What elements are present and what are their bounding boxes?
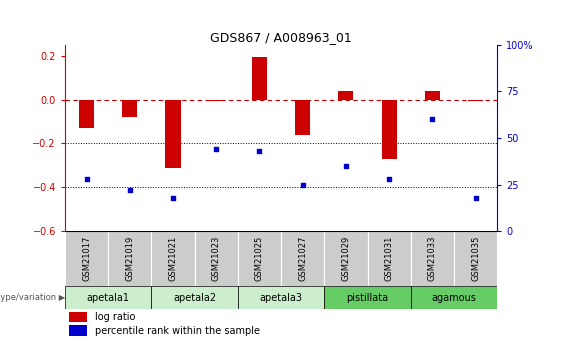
Bar <box>65 286 151 309</box>
Text: GSM21031: GSM21031 <box>385 236 394 281</box>
Bar <box>65 231 108 286</box>
Point <box>471 195 480 200</box>
Text: GSM21023: GSM21023 <box>212 236 221 281</box>
Bar <box>194 231 238 286</box>
Text: GSM21027: GSM21027 <box>298 236 307 281</box>
Bar <box>425 91 440 100</box>
Text: apetala2: apetala2 <box>173 293 216 303</box>
Text: percentile rank within the sample: percentile rank within the sample <box>95 326 260 336</box>
Bar <box>69 312 86 322</box>
Point <box>82 176 91 182</box>
Bar <box>324 286 411 309</box>
Point <box>125 187 134 193</box>
Bar <box>367 231 411 286</box>
Bar <box>208 100 224 101</box>
Point <box>428 117 437 122</box>
Bar <box>411 286 497 309</box>
Bar <box>166 100 181 168</box>
Bar <box>69 325 86 336</box>
Text: pistillata: pistillata <box>346 293 389 303</box>
Point <box>298 182 307 187</box>
Bar <box>411 231 454 286</box>
Title: GDS867 / A008963_01: GDS867 / A008963_01 <box>210 31 352 44</box>
Text: GSM21035: GSM21035 <box>471 236 480 281</box>
Bar <box>151 286 238 309</box>
Bar <box>468 100 483 101</box>
Point <box>341 163 350 169</box>
Text: apetala1: apetala1 <box>86 293 130 303</box>
Text: genotype/variation ▶: genotype/variation ▶ <box>0 293 65 302</box>
Bar <box>238 286 324 309</box>
Bar <box>381 100 397 159</box>
Bar <box>79 100 94 128</box>
Text: agamous: agamous <box>432 293 476 303</box>
Text: apetala3: apetala3 <box>259 293 303 303</box>
Text: GSM21029: GSM21029 <box>341 236 350 281</box>
Bar <box>151 231 194 286</box>
Bar <box>252 57 267 100</box>
Bar <box>295 100 310 135</box>
Point <box>385 176 394 182</box>
Bar <box>238 231 281 286</box>
Bar <box>338 91 354 100</box>
Text: log ratio: log ratio <box>95 312 136 322</box>
Bar <box>324 231 368 286</box>
Text: GSM21033: GSM21033 <box>428 236 437 281</box>
Bar <box>281 231 324 286</box>
Point <box>212 146 221 152</box>
Text: GSM21019: GSM21019 <box>125 236 134 281</box>
Text: GSM21017: GSM21017 <box>82 236 91 281</box>
Point <box>168 195 177 200</box>
Bar <box>454 231 497 286</box>
Bar <box>122 100 137 117</box>
Text: GSM21021: GSM21021 <box>168 236 177 281</box>
Text: GSM21025: GSM21025 <box>255 236 264 281</box>
Point <box>255 148 264 154</box>
Bar <box>108 231 151 286</box>
